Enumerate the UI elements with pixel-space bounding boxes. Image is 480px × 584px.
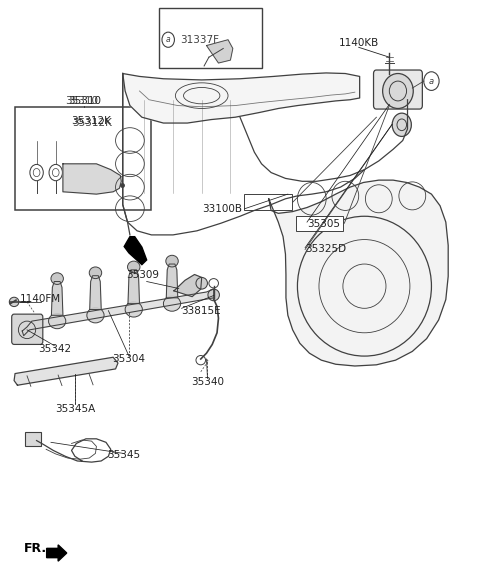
Text: 35309: 35309 [126,270,159,280]
Ellipse shape [208,289,219,301]
Text: 35310: 35310 [68,96,101,106]
Text: 33815E: 33815E [181,305,221,315]
Text: 35312K: 35312K [72,116,111,126]
Text: 1140KB: 1140KB [338,37,379,48]
Polygon shape [14,357,118,385]
Bar [15,107,152,210]
Text: a: a [429,77,434,86]
Polygon shape [166,264,178,298]
Polygon shape [51,281,63,315]
Ellipse shape [392,113,411,137]
Polygon shape [63,164,121,194]
Ellipse shape [128,261,140,273]
Bar [244,194,292,210]
Text: 35340: 35340 [191,377,224,387]
FancyBboxPatch shape [373,70,422,109]
Polygon shape [269,180,448,366]
Text: 35304: 35304 [112,354,145,364]
Polygon shape [128,270,140,304]
Ellipse shape [9,297,19,307]
Ellipse shape [87,308,104,323]
Text: 31337F: 31337F [180,34,220,45]
Ellipse shape [48,314,66,329]
Ellipse shape [125,302,143,317]
Polygon shape [174,274,202,297]
Text: 35325D: 35325D [305,245,346,255]
Bar [297,215,343,231]
Ellipse shape [196,277,207,289]
Polygon shape [124,237,147,265]
Polygon shape [47,545,67,561]
Polygon shape [206,40,233,63]
FancyBboxPatch shape [12,314,43,345]
Text: a: a [166,35,170,44]
Polygon shape [22,289,214,336]
Text: FR.: FR. [24,542,47,555]
Text: 35310: 35310 [66,96,98,106]
Ellipse shape [166,255,178,267]
Text: 35345A: 35345A [55,404,95,413]
Ellipse shape [383,74,413,109]
Bar [158,8,262,68]
Ellipse shape [51,273,63,284]
Ellipse shape [89,267,102,279]
Text: 33100B: 33100B [203,204,242,214]
Text: 35305: 35305 [307,219,340,229]
Text: 35342: 35342 [38,343,71,353]
Text: 35345: 35345 [107,450,140,460]
Polygon shape [90,276,101,310]
Ellipse shape [163,296,180,311]
Bar [24,432,41,446]
Text: 35312K: 35312K [72,118,112,128]
Polygon shape [123,73,360,123]
Text: 1140FM: 1140FM [20,294,61,304]
